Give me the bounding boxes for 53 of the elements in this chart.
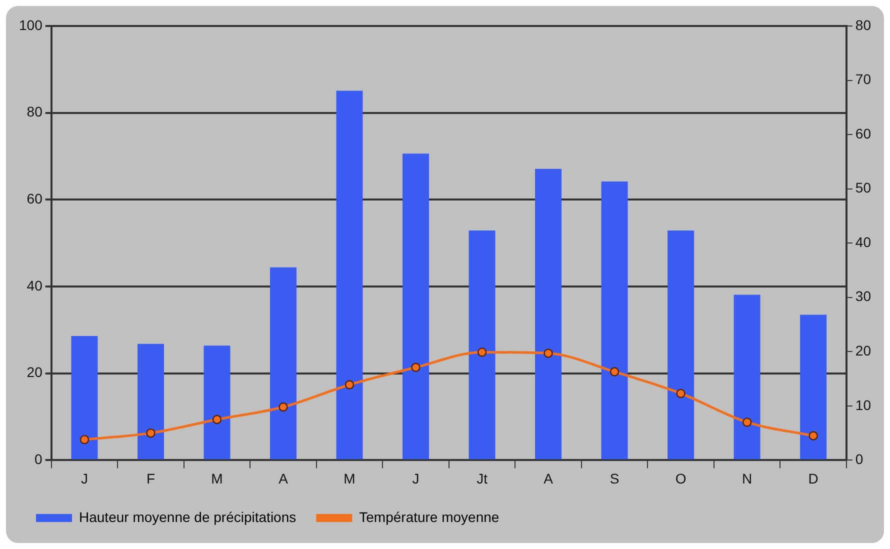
legend-label: Hauteur moyenne de précipitations — [79, 508, 296, 525]
x-tick-label: M — [344, 470, 356, 486]
x-tick-label: F — [146, 470, 156, 486]
x-tick-label: J — [412, 470, 420, 486]
bar — [270, 267, 297, 460]
y2-tick-label: 10 — [855, 396, 872, 413]
bar — [601, 181, 628, 460]
x-tick-label: N — [742, 470, 752, 486]
x-tick-label: Jt — [476, 470, 488, 486]
point — [146, 428, 156, 438]
y-tick-label: 0 — [34, 451, 43, 468]
bar — [137, 344, 164, 460]
point — [544, 348, 553, 358]
point — [477, 348, 487, 357]
point — [411, 362, 420, 372]
point — [676, 388, 686, 398]
x-tick-label: S — [610, 470, 620, 486]
y-tick-label: 60 — [26, 190, 43, 207]
bar — [800, 314, 827, 460]
bar — [336, 90, 363, 460]
bar — [468, 230, 496, 460]
y-tick-label: 100 — [19, 16, 43, 33]
point — [742, 418, 752, 427]
point — [808, 431, 818, 440]
x-tick-label: A — [544, 470, 554, 486]
bar — [204, 346, 230, 460]
y2-tick-label: 40 — [855, 234, 872, 250]
y2-tick-label: 70 — [855, 71, 872, 88]
y2-tick-label: 80 — [855, 16, 872, 33]
point — [344, 380, 354, 390]
x-tick-label: O — [675, 470, 686, 486]
y2-tick-label: 50 — [855, 180, 872, 196]
y-tick-label: 20 — [26, 364, 43, 380]
legend-label: Température moyenne — [359, 508, 500, 525]
point — [80, 434, 90, 444]
bar — [734, 294, 760, 460]
y2-tick-label: 60 — [855, 125, 872, 142]
bar — [402, 154, 430, 460]
y2-tick-label: 20 — [855, 342, 872, 359]
point — [278, 402, 288, 412]
point — [212, 414, 222, 424]
y-tick-label: 40 — [26, 277, 43, 294]
y2-tick-label: 0 — [855, 451, 864, 468]
y-tick-label: 80 — [26, 104, 43, 120]
x-tick-label: M — [211, 470, 223, 486]
bar — [535, 168, 562, 460]
bar — [71, 336, 98, 460]
x-tick-label: A — [278, 470, 289, 486]
point — [610, 367, 620, 376]
x-tick-label: J — [80, 470, 88, 486]
x-tick-label: D — [808, 470, 818, 486]
y2-tick-label: 30 — [855, 288, 872, 304]
bar — [668, 230, 694, 460]
